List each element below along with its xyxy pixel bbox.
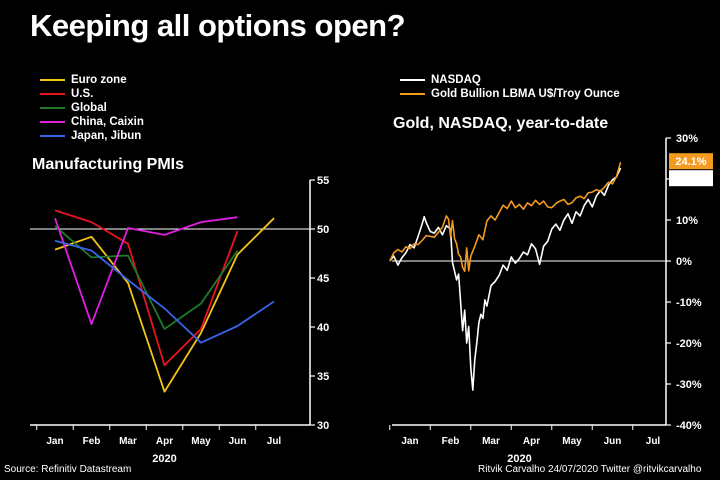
- market-x-tick-label: Mar: [482, 436, 500, 447]
- legend-item-japan: Japan, Jibun: [40, 129, 144, 143]
- pmi-series-line-2: [54, 225, 239, 330]
- pmi-legend: Euro zone U.S. Global China, Caixin Japa…: [40, 73, 144, 143]
- legend-swatch: [40, 93, 65, 95]
- market-x-tick-label: Jan: [401, 436, 418, 447]
- legend-label: Japan, Jibun: [71, 130, 142, 142]
- pmi-x-tick-label: Jan: [46, 436, 63, 447]
- legend-label: NASDAQ: [431, 74, 481, 86]
- pmi-x-tick-label: Mar: [119, 436, 137, 447]
- legend-label: Gold Bullion LBMA U$/Troy Ounce: [431, 88, 620, 100]
- nasdaq-end-badge: [669, 170, 713, 187]
- pmi-x-tick-label: Feb: [83, 436, 101, 447]
- legend-item-nasdaq: NASDAQ: [400, 73, 620, 87]
- legend-item-us: U.S.: [40, 87, 144, 101]
- market-series-line-0: [389, 167, 622, 391]
- market-y-tick-label: -40%: [676, 420, 702, 432]
- market-x-tick-label: Jun: [604, 436, 622, 447]
- legend-label: Global: [71, 102, 107, 114]
- market-y-tick-label: 0%: [676, 256, 692, 268]
- author-credit: Ritvik Carvalho 24/07/2020 Twitter @ritv…: [478, 464, 702, 475]
- legend-label: China, Caixin: [71, 116, 144, 128]
- page-title: Keeping all options open?: [30, 8, 406, 43]
- pmi-y-tick-label: 35: [317, 371, 329, 383]
- legend-swatch: [40, 107, 65, 109]
- market-x-tick-label: May: [562, 436, 582, 447]
- legend-swatch: [400, 93, 425, 95]
- pmi-x-tick-label: Jul: [267, 436, 282, 447]
- legend-swatch: [40, 121, 65, 123]
- pmi-chart-title: Manufacturing PMIs: [32, 156, 185, 173]
- pmi-x-axis-title: 2020: [152, 453, 176, 465]
- legend-swatch: [40, 135, 65, 137]
- legend-swatch: [40, 79, 65, 81]
- market-y-tick-label: -10%: [676, 297, 702, 309]
- legend-label: U.S.: [71, 88, 94, 100]
- market-chart-title: Gold, NASDAQ, year-to-date: [393, 115, 609, 132]
- pmi-x-tick-label: May: [191, 436, 211, 447]
- pmi-y-tick-label: 40: [317, 322, 329, 334]
- legend-item-euro-zone: Euro zone: [40, 73, 144, 87]
- pmi-x-tick-label: Apr: [156, 436, 173, 447]
- market-x-axis-title: 2020: [507, 453, 531, 465]
- market-x-tick-label: Jul: [646, 436, 661, 447]
- pmi-y-tick-label: 30: [317, 420, 329, 432]
- pmi-series-line-0: [54, 217, 275, 393]
- legend-item-global: Global: [40, 101, 144, 115]
- pmi-series-line-1: [54, 209, 239, 367]
- legend-swatch: [400, 79, 425, 81]
- pmi-y-tick-label: 50: [317, 224, 329, 236]
- market-y-tick-label: -20%: [676, 338, 702, 350]
- market-y-tick-label: 10%: [676, 215, 698, 227]
- market-y-tick-label: 30%: [676, 133, 698, 145]
- gold-end-label: 24.1%: [675, 156, 706, 168]
- gold-end-badge: [669, 153, 713, 170]
- source-note: Source: Refinitiv Datastream: [4, 464, 132, 475]
- legend-item-gold: Gold Bullion LBMA U$/Troy Ounce: [400, 87, 620, 101]
- market-series-line-1: [389, 161, 622, 273]
- legend-item-china: China, Caixin: [40, 115, 144, 129]
- pmi-series-line-4: [54, 239, 275, 344]
- market-y-tick-label: -30%: [676, 379, 702, 391]
- nasdaq-end-label: 22.7%: [675, 173, 706, 185]
- pmi-x-tick-label: Jun: [229, 436, 247, 447]
- market-x-tick-label: Apr: [523, 436, 540, 447]
- legend-label: Euro zone: [71, 74, 127, 86]
- pmi-series-line-3: [54, 216, 238, 326]
- market-legend: NASDAQ Gold Bullion LBMA U$/Troy Ounce: [400, 73, 620, 101]
- pmi-y-tick-label: 55: [317, 175, 329, 187]
- pmi-y-tick-label: 45: [317, 273, 329, 285]
- market-x-tick-label: Feb: [442, 436, 460, 447]
